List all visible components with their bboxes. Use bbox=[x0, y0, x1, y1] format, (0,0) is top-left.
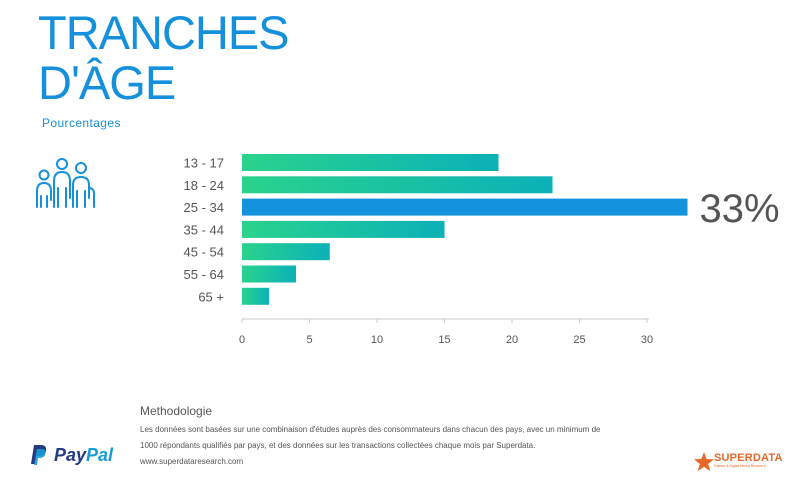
highlight-value-label: 33% bbox=[700, 187, 780, 231]
category-label: 25 - 34 bbox=[184, 200, 224, 215]
x-tick-label: 0 bbox=[239, 334, 245, 346]
paypal-logo: PayPal bbox=[30, 444, 113, 466]
category-label: 13 - 17 bbox=[184, 156, 224, 171]
bar-18-24 bbox=[242, 176, 553, 194]
bar-45-54 bbox=[242, 243, 330, 261]
paypal-wordmark: PayPal bbox=[54, 444, 114, 465]
superdata-wordmark: SUPERDATA bbox=[714, 452, 783, 464]
paypal-icon bbox=[31, 445, 47, 465]
bar-35-44 bbox=[242, 220, 445, 238]
methodology-line-1: Les données sont basées sur une combinai… bbox=[140, 425, 601, 434]
superdata-tagline: Games & Digital Media Research bbox=[714, 464, 766, 468]
methodology-title: Methodologie bbox=[140, 404, 213, 418]
category-label: 35 - 44 bbox=[184, 222, 224, 237]
category-label: 55 - 64 bbox=[184, 267, 224, 282]
x-tick-label: 5 bbox=[306, 334, 312, 346]
methodology-line-2: 1000 répondants qualifiés par pays, et d… bbox=[140, 441, 536, 450]
title-line-1: TRANCHES bbox=[38, 6, 290, 59]
x-tick-label: 25 bbox=[573, 334, 585, 346]
category-label: 18 - 24 bbox=[184, 178, 224, 193]
bar-25-34 bbox=[242, 198, 688, 216]
x-tick-label: 20 bbox=[506, 334, 518, 346]
people-group-icon bbox=[36, 158, 95, 208]
title-line-2: D'ÂGE bbox=[38, 56, 176, 109]
bar-55-64 bbox=[242, 265, 296, 283]
bar-13-17 bbox=[242, 154, 499, 171]
page-subtitle: Pourcentages bbox=[42, 116, 121, 130]
methodology-text: Les données sont basées sur une combinai… bbox=[140, 422, 700, 454]
star-icon bbox=[694, 452, 714, 471]
superdata-logo: SUPERDATA Games & Digital Media Research bbox=[694, 452, 783, 472]
x-tick-label: 30 bbox=[641, 334, 653, 346]
x-tick-label: 15 bbox=[438, 334, 450, 346]
category-label: 45 - 54 bbox=[184, 245, 224, 260]
bar-65+ bbox=[242, 287, 269, 305]
category-label: 65 + bbox=[198, 289, 224, 304]
website-link[interactable]: www.superdataresearch.com bbox=[140, 457, 244, 466]
page-title: TRANCHES D'ÂGE bbox=[38, 6, 290, 109]
x-tick-label: 10 bbox=[371, 334, 383, 346]
